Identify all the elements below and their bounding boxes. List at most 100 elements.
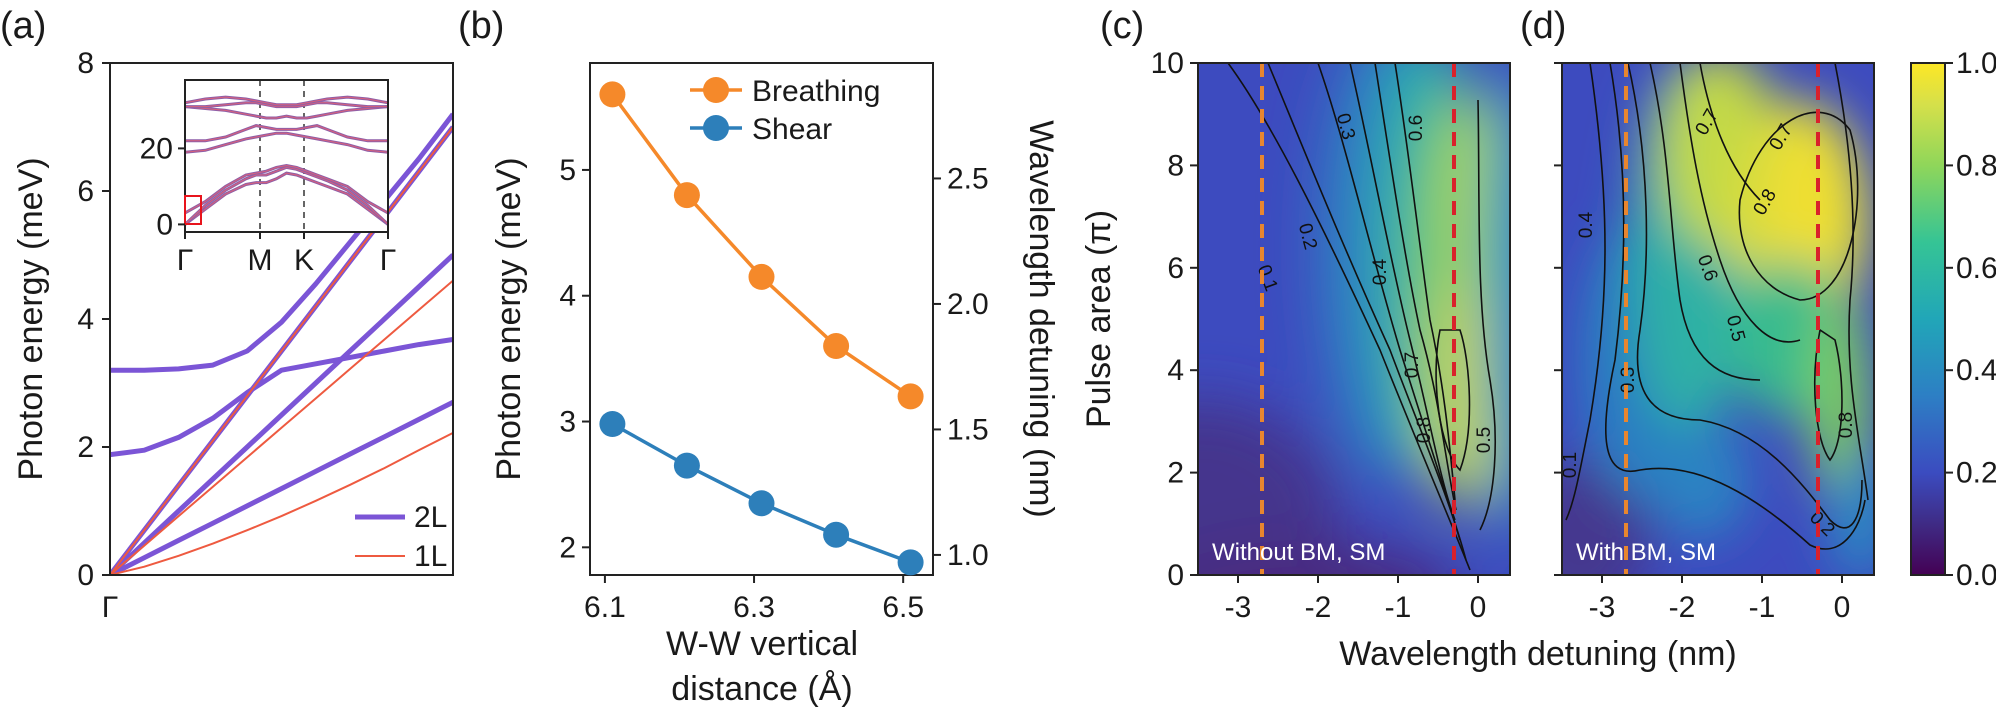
dispersion-curve-2l-3	[110, 337, 453, 458]
contour-label: 0.3	[1618, 367, 1639, 393]
dispersion-curve-2l-0	[110, 399, 453, 575]
heatmap-x-label: Wavelength detuning (nm)	[1339, 635, 1737, 673]
panel-b-x-tick-label: 6.5	[882, 591, 924, 624]
panel-a-legend: 2L 1L	[355, 501, 447, 573]
data-point-shear	[748, 490, 775, 517]
inset-y-tick-label: 20	[140, 132, 173, 165]
panel-a-y-tick-label: 2	[77, 431, 94, 464]
data-point-breathing	[599, 81, 626, 108]
legend-label-breathing: Breathing	[752, 75, 880, 108]
legend-swatch-marker-shear	[703, 115, 729, 141]
data-point-shear	[823, 521, 850, 548]
contour-label: 0.8	[1414, 417, 1435, 443]
panel-b-y-tick-label: 4	[559, 280, 576, 313]
panel-b-axes	[589, 62, 934, 576]
panel-b-x-tick-label: 6.1	[584, 591, 626, 624]
panel-label-b: (b)	[458, 5, 504, 47]
heatmap-y-tick-label: 2	[1167, 457, 1184, 490]
contour-label: 0.4	[1370, 258, 1391, 285]
panel-b-x-label-line2: distance (Å)	[671, 670, 852, 708]
inset-band-overlay-b8	[185, 96, 388, 106]
legend-label-shear: Shear	[752, 113, 832, 146]
panel-b-y-tick-label: 2	[559, 531, 576, 564]
panel-d: 0.7 0.70.80.40.60.50.30.10.80.2 With BM, …	[1554, 62, 1875, 624]
colorbar-tick-label: 1.0	[1956, 47, 1996, 80]
panel-a-y-tick-label: 0	[77, 559, 94, 592]
panel-a: 0 2 4 6 8 Γ Photon energy (meV) 2L 1L 0 20 Γ M…	[12, 47, 454, 624]
panel-c-y-label: Pulse area (π)	[1080, 210, 1118, 428]
heatmap-x-tick-label: -3	[1589, 591, 1616, 624]
panel-label-c: (c)	[1100, 5, 1144, 47]
dispersion-curve-1l-5	[110, 432, 453, 575]
dispersion-curve-1l-6	[110, 279, 453, 575]
heatmap-x-tick-label: -1	[1385, 591, 1412, 624]
data-point-shear	[673, 452, 700, 479]
panel-b-y-tick-label: 3	[559, 406, 576, 439]
panel-a-x-tick: Γ	[102, 591, 119, 624]
colorbar-gradient	[1910, 62, 1946, 576]
panel-c-axes	[1197, 62, 1511, 576]
colorbar: 0.0 0.2 0.4 0.6 0.8 1.0	[1910, 47, 1996, 592]
inset-axes	[184, 79, 389, 233]
inset-band-overlay-b3	[185, 164, 388, 214]
data-point-breathing	[748, 263, 775, 290]
heatmap-x-tick-label: 0	[1470, 591, 1487, 624]
colorbar-tick-label: 0.0	[1956, 559, 1996, 592]
colorbar-tick-label: 0.8	[1956, 149, 1996, 182]
legend-2l-label: 2L	[414, 501, 447, 534]
inset-x-tick-label: Γ	[380, 244, 397, 277]
legend-1l-label: 1L	[414, 540, 447, 573]
inset-x-tick-label: K	[294, 244, 314, 277]
data-point-shear	[897, 549, 924, 576]
dispersion-curve-2l-1	[110, 253, 453, 575]
heatmap-x-tick-label: -1	[1749, 591, 1776, 624]
legend-swatch-marker-breathing	[703, 77, 729, 103]
panel-a-y-tick-label: 6	[77, 175, 94, 208]
data-point-shear	[599, 411, 626, 437]
heatmap-x-tick-label: -2	[1305, 591, 1332, 624]
panel-label-d: (d)	[1520, 5, 1566, 47]
panel-d-axes	[1561, 62, 1875, 576]
data-point-breathing	[673, 182, 700, 209]
heatmap-x-tick-label: -3	[1225, 591, 1252, 624]
panel-b-y2-tick-label: 2.5	[947, 162, 989, 195]
panel-b-y2-tick-label: 1.0	[947, 539, 989, 572]
data-point-breathing	[823, 333, 850, 359]
panel-b-y2-tick-label: 1.5	[947, 413, 989, 446]
panel-a-y-tick-label: 8	[77, 47, 94, 80]
panel-c-contours	[1227, 63, 1496, 571]
panel-d-heatmap: 0.7 0.70.80.40.60.50.30.10.80.2 With BM, …	[1560, 63, 1874, 575]
heatmap-x-tick-label: 0	[1834, 591, 1851, 624]
heatmap-y-tick-label: 8	[1167, 149, 1184, 182]
inset-band-overlay-b1	[185, 172, 388, 225]
contour-label: 0.1	[1560, 452, 1581, 478]
panel-b-y2-label: Wavelength detuning (nm)	[1022, 120, 1060, 518]
inset-band-overlay-b5	[185, 125, 388, 142]
colorbar-tick-label: 0.4	[1956, 354, 1996, 387]
inset-zoom-box	[184, 195, 202, 225]
heatmap-y-tick-label: 0	[1167, 559, 1184, 592]
panel-a-y-label: Photon energy (meV)	[12, 157, 50, 480]
panel-b-y-tick-label: 5	[559, 154, 576, 187]
contour-label: 0.7	[1402, 352, 1423, 378]
panel-b-y-label: Photon energy (meV)	[490, 157, 528, 480]
panel-b-x-tick-label: 6.3	[733, 591, 775, 624]
heatmap-y-tick-label: 10	[1151, 47, 1184, 80]
colorbar-tick-label: 0.2	[1956, 457, 1996, 490]
contour-label: 0.6	[1406, 115, 1427, 141]
inset-x-tick-label: Γ	[177, 244, 194, 277]
inset-band-overlay-b4	[185, 132, 388, 153]
panel-b: 2 3 4 5 1.0 1.5 2.0 2.5 6.1 6.3 6.5 Breathing Shear…	[490, 62, 1060, 708]
panel-c: 0.10.20.30.40.60.70.8 0.5 Without BM, SM …	[1080, 47, 1511, 624]
panel-label-a: (a)	[0, 5, 46, 47]
inset-band-overlay-b7	[185, 102, 388, 108]
panel-d-contours	[1565, 63, 1869, 550]
panel-b-y2-tick-label: 2.0	[947, 288, 989, 321]
data-point-breathing	[897, 383, 924, 410]
heatmap-y-tick-label: 4	[1167, 354, 1184, 387]
contour-label: 0.8	[1836, 412, 1857, 438]
inset-y-tick-label: 0	[156, 208, 173, 241]
inset-x-tick-label: M	[248, 244, 273, 277]
heatmap-x-tick-label: -2	[1669, 591, 1696, 624]
